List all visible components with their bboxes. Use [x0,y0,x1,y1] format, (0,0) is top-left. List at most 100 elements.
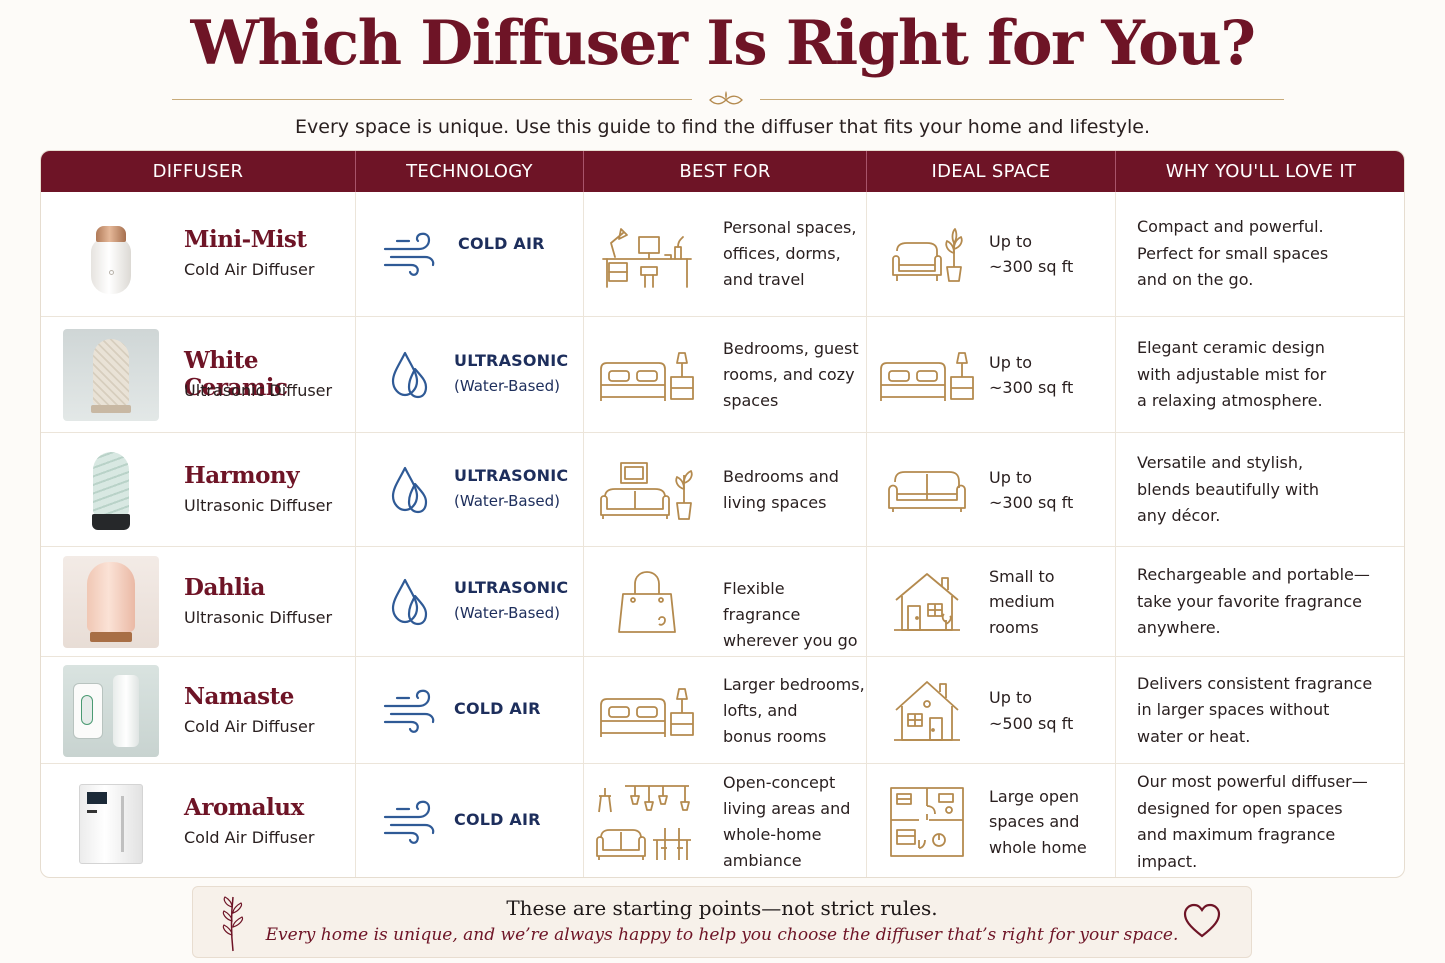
desk-icon [601,219,693,293]
laurel-sprig-icon [222,896,244,952]
best-for-line: offices, dorms, [723,244,841,263]
why-line: designed for open spaces [1137,798,1343,818]
table-row: Mini-Mist Cold Air Diffuser COLD AIR Person… [41,192,1404,316]
best-for-cell: Flexible fragrance wherever you go [583,547,866,656]
ideal-space-line: ~500 sq ft [989,713,1074,733]
bed-lamp-icon [877,347,977,407]
technology-label: COLD AIR [458,234,545,253]
ideal-space-text: Up to ~300 sq ft [989,350,1073,401]
why-line: impact. [1137,851,1198,871]
column-divider [866,192,867,877]
best-for-line: wherever you go [723,631,858,650]
best-for-cell: Open-concept living areas and whole-home am… [583,764,866,877]
column-divider [1115,192,1116,877]
sofa-frame-plant-icon [599,459,695,525]
footer-subline: Every home is unique, and we’re always h… [265,925,1179,945]
product-type: Ultrasonic Diffuser [184,608,333,627]
handbag-icon [615,568,679,640]
product-type: Cold Air Diffuser [184,828,315,847]
product-name: Namaste [184,682,294,710]
technology-label: COLD AIR [454,810,541,829]
why-cell: Delivers consistent fragrance in larger s… [1115,657,1404,763]
technology-cell: COLD AIR [355,657,583,763]
ideal-space-line: Up to [989,688,1033,707]
why-line: Versatile and stylish, [1137,453,1304,473]
best-for-line: Personal spaces, [723,218,857,237]
ideal-space-line: rooms [989,617,1039,637]
why-line: any décor. [1137,506,1221,526]
ideal-space-cell: Large open spaces and whole home [866,764,1115,877]
diffuser-cell: Aromalux Cold Air Diffuser [41,764,355,877]
diffuser-cell: Harmony Ultrasonic Diffuser [41,433,355,546]
best-for-line: Bedrooms, guest [723,339,859,358]
product-photo [63,556,159,648]
wind-icon [381,688,437,738]
armchair-plant-icon [889,223,965,289]
ideal-space-text: Large open spaces and whole home [989,784,1087,861]
ideal-space-cell: Up to ~300 sq ft [866,317,1115,432]
product-name: Harmony [184,462,300,489]
technology-label: COLD AIR [454,698,541,718]
technology-sublabel: (Water-Based) [454,377,561,395]
column-header-technology: TECHNOLOGY [355,151,583,192]
best-for-line: rooms, and cozy [723,365,855,384]
best-for-line: Open-concept [723,773,836,792]
sofa-icon [887,466,967,518]
best-for-line: living areas and [723,799,851,818]
ideal-space-cell: Up to ~300 sq ft [866,192,1115,316]
product-type: Cold Air Diffuser [184,260,315,279]
ideal-space-cell: Small to medium rooms [866,547,1115,656]
table-row: Dahlia Ultrasonic Diffuser ULTRASONIC (Wate… [41,546,1404,656]
why-text: Compact and powerful. Perfect for small s… [1137,214,1328,294]
best-for-line: Larger bedrooms, [723,674,865,694]
best-for-line: ambiance [723,851,802,870]
best-for-text: Open-concept living areas and whole-home am… [723,770,850,874]
technology-cell: ULTRASONIC (Water-Based) [355,433,583,546]
best-for-cell: Larger bedrooms, lofts, and bonus rooms [583,657,866,763]
technology-label: ULTRASONIC [454,351,569,370]
diffuser-cell: White Ceramic Ultrasonic Diffuser [41,317,355,432]
ideal-space-text: Up to ~500 sq ft [989,685,1073,736]
table-row: Namaste Cold Air Diffuser COLD AIR Larger b… [41,656,1404,763]
column-header-why: WHY YOU'LL LOVE IT [1115,151,1404,192]
product-name: Aromalux [184,794,304,821]
why-cell: Compact and powerful. Perfect for small s… [1115,192,1404,316]
best-for-line: bonus rooms [723,726,827,746]
best-for-text: Bedrooms and living spaces [723,464,839,516]
table-row: Harmony Ultrasonic Diffuser ULTRASONIC (Wat… [41,432,1404,546]
ideal-space-text: Small to medium rooms [989,564,1055,641]
ideal-space-line: Up to [989,231,1033,251]
why-line: Our most powerful diffuser— [1137,772,1368,792]
house-icon [894,678,960,748]
why-line: anywhere. [1137,618,1221,638]
ideal-space-line: medium [989,592,1055,612]
column-header-diffuser: DIFFUSER [152,161,244,182]
water-drops-icon [389,464,429,520]
best-for-line: whole-home [723,825,822,844]
why-line: blends beautifully with [1137,479,1319,499]
product-photo [63,664,159,757]
why-text: Our most powerful diffuser— designed for … [1137,769,1368,875]
technology-label: ULTRASONIC [454,466,569,485]
product-type: Ultrasonic Diffuser [184,496,333,515]
heart-icon [1183,903,1221,938]
product-name: White Ceramic [184,347,288,401]
technology-cell: COLD AIR [355,192,583,316]
why-text: Delivers consistent fragrance in larger s… [1137,671,1372,751]
water-drops-icon [389,349,429,405]
ideal-space-line: Up to [989,467,1033,487]
why-text: Elegant ceramic design with adjustable mi… [1137,335,1326,415]
page-title: Which Diffuser Is Right for You? [190,8,1256,79]
leaf-ornament-icon [709,91,743,105]
why-line: and on the go. [1137,270,1254,290]
ideal-space-cell: Up to ~300 sq ft [866,433,1115,546]
diffuser-cell: Dahlia Ultrasonic Diffuser [41,547,355,656]
best-for-cell: Bedrooms and living spaces [583,433,866,546]
why-text: Rechargeable and portable— take your favo… [1137,562,1370,642]
column-divider [583,192,584,877]
best-for-line: lofts, and [723,700,798,720]
best-for-line: and travel [723,270,805,289]
why-line: take your favorite fragrance [1137,591,1363,611]
best-for-line: Bedrooms and [723,467,839,486]
title-divider-right [760,99,1284,100]
